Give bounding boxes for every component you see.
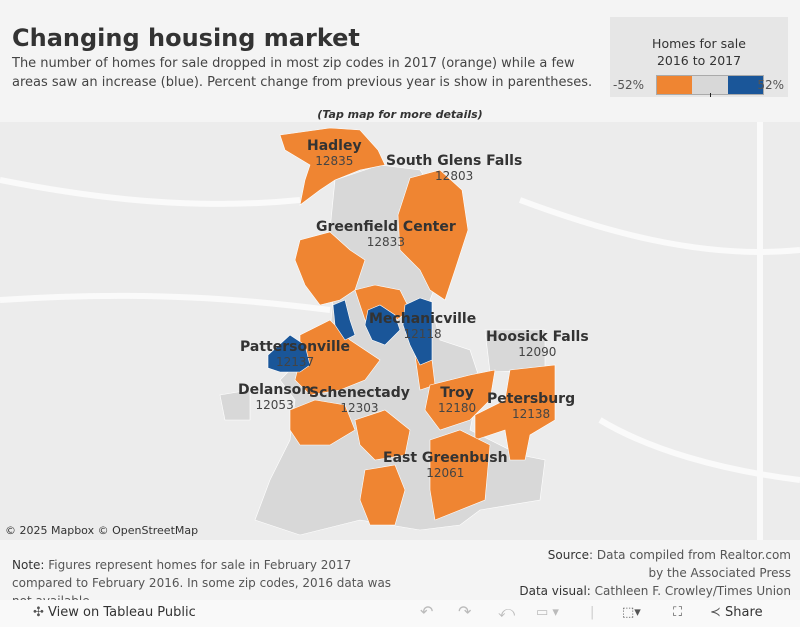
- place-label-south-glens-falls: South Glens Falls 12803: [386, 153, 522, 183]
- zip-area-increase[interactable]: [267, 334, 311, 373]
- place-zip: 12061: [426, 466, 465, 480]
- legend-swatch-neutral: [692, 76, 728, 94]
- legend-min: -52%: [613, 78, 645, 92]
- map-shapes[interactable]: [0, 122, 800, 540]
- place-label-pattersonville: Pattersonville 12137: [240, 339, 350, 369]
- place-label-east-greenbush: East Greenbush 12061: [383, 450, 508, 480]
- fullscreen-icon[interactable]: ⛶: [673, 605, 683, 620]
- zip-area-decrease[interactable]: [354, 409, 411, 461]
- place-label-petersburg: Petersburg 12138: [487, 391, 575, 421]
- zip-area-decrease[interactable]: [294, 231, 366, 306]
- download-icon[interactable]: ⬚▾: [622, 605, 641, 620]
- tableau-toolbar: ✣ View on Tableau Public ↶ ↷ ⤺ ▭ ▾ | ⬚▾ …: [0, 600, 800, 627]
- place-name: Hadley: [307, 138, 362, 154]
- place-label-hadley: Hadley 12835: [307, 138, 362, 168]
- legend-zero-tick: [710, 93, 711, 97]
- zip-area-increase[interactable]: [332, 299, 356, 341]
- place-zip: 12118: [403, 327, 442, 341]
- place-label-mechanicville: Mechanicville 12118: [369, 311, 476, 341]
- source: Source: Data compiled from Realtor.com b…: [519, 546, 791, 600]
- share-button[interactable]: ≺ Share: [710, 605, 763, 620]
- place-zip: 12090: [518, 345, 557, 359]
- share-label: Share: [725, 605, 763, 620]
- revert-icon[interactable]: ⤺: [498, 602, 516, 621]
- place-zip: 12138: [511, 407, 551, 421]
- place-name: Schenectady: [309, 385, 410, 401]
- place-zip: 12833: [366, 235, 405, 249]
- note-label: Note:: [12, 558, 45, 572]
- map[interactable]: Hadley 12835 South Glens Falls 12803 Green…: [0, 122, 800, 540]
- source-line2: by the Associated Press: [648, 566, 791, 580]
- place-label-hoosick-falls: Hoosick Falls 12090: [486, 329, 589, 359]
- zip-area-decrease[interactable]: [397, 169, 469, 301]
- zip-area-increase[interactable]: [402, 297, 433, 366]
- place-name: Pattersonville: [240, 339, 351, 355]
- place-label-delanson: Delanson 12053: [238, 382, 311, 412]
- place-zip: 12803: [435, 169, 474, 183]
- place-name: Mechanicville: [369, 311, 477, 327]
- toolbar-divider: |: [590, 605, 595, 620]
- place-name: East Greenbush: [383, 450, 508, 466]
- credit-text: Cathleen F. Crowley/Times Union: [590, 584, 791, 598]
- zip-area-decrease[interactable]: [429, 429, 491, 521]
- zip-area-decrease[interactable]: [279, 127, 386, 206]
- zip-area-decrease[interactable]: [289, 399, 356, 446]
- zip-area-decrease[interactable]: [424, 369, 496, 431]
- place-zip: 12053: [255, 398, 294, 412]
- place-name: South Glens Falls: [386, 153, 523, 169]
- place-label-troy: Troy 12180: [438, 385, 476, 415]
- place-name: Greenfield Center: [316, 219, 456, 235]
- legend-title: Homes for sale 2016 to 2017: [610, 35, 788, 69]
- legend-swatch-increase: [727, 76, 763, 94]
- road: [0, 122, 800, 540]
- place-zip: 12303: [340, 401, 379, 415]
- redo-icon[interactable]: ↷: [458, 602, 472, 621]
- zip-area-decrease[interactable]: [474, 364, 556, 461]
- place-name: Hoosick Falls: [486, 329, 589, 345]
- zip-area-decrease[interactable]: [359, 464, 406, 526]
- undo-icon[interactable]: ↶: [420, 602, 434, 621]
- place-label-schenectady: Schenectady 12303: [309, 385, 410, 415]
- legend-title-line2: 2016 to 2017: [656, 53, 742, 68]
- tableau-logo-icon: ✣: [33, 605, 44, 620]
- color-legend: Homes for sale 2016 to 2017 -52% 52%: [610, 17, 788, 97]
- refresh-icon[interactable]: ▭ ▾: [536, 605, 559, 620]
- legend-swatch-decrease: [657, 76, 693, 94]
- map-attribution[interactable]: © 2025 Mapbox © OpenStreetMap: [5, 524, 199, 537]
- share-icon: ≺: [710, 605, 721, 620]
- place-zip: 12137: [275, 355, 315, 369]
- source-line1: : Data compiled from Realtor.com: [589, 548, 791, 562]
- view-on-tableau-button[interactable]: ✣ View on Tableau Public: [33, 605, 196, 620]
- place-name: Petersburg: [487, 391, 576, 407]
- place-zip: 12180: [438, 401, 477, 415]
- view-on-tableau-label: View on Tableau Public: [48, 605, 196, 620]
- subtitle: The number of homes for sale dropped in …: [12, 56, 593, 90]
- zip-area-increase[interactable]: [364, 304, 401, 346]
- place-label-greenfield-center: Greenfield Center 12833: [316, 219, 456, 249]
- legend-ramp: [656, 75, 764, 95]
- legend-max: 52%: [757, 78, 784, 92]
- place-name: Delanson: [238, 382, 312, 398]
- page-title: Changing housing market: [12, 24, 360, 52]
- place-zip: 12835: [315, 154, 354, 168]
- credit-label: Data visual:: [519, 584, 591, 598]
- tap-hint: (Tap map for more details): [317, 108, 483, 121]
- place-name: Troy: [440, 385, 474, 401]
- zip-area-neutral[interactable]: [219, 389, 251, 421]
- source-label: Source: [547, 548, 590, 562]
- legend-title-line1: Homes for sale: [652, 36, 746, 51]
